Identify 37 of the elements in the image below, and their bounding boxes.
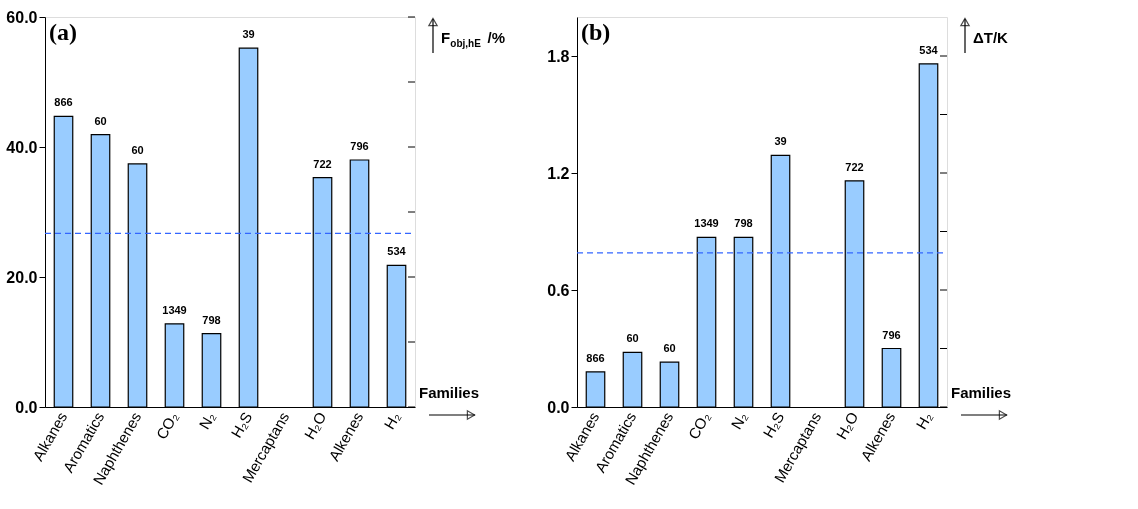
chart-title: (b)	[581, 19, 611, 45]
y-tick-label: 40.0	[6, 138, 38, 156]
chart-title: (a)	[49, 19, 77, 45]
x-axis-title: Families	[951, 384, 1012, 401]
y-axis-title: ΔT/K	[973, 29, 1009, 46]
annotation: 1349	[694, 217, 719, 230]
y-tick-label: 60.0	[6, 8, 38, 26]
x-axis-title: Families	[419, 384, 480, 401]
annotation: 798	[734, 217, 753, 230]
y-tick-label: 0.6	[547, 281, 570, 299]
x-tick-label: CO₂	[152, 408, 182, 443]
y-tick-label: 1.8	[547, 47, 570, 65]
annotation: 39	[774, 135, 787, 148]
x-tick-label: N₂	[727, 408, 751, 432]
annotation: 534	[919, 43, 939, 56]
annotation: 798	[202, 313, 221, 326]
annotation: 796	[882, 328, 901, 341]
annotation: 1349	[162, 303, 187, 316]
annotation: 796	[350, 140, 369, 152]
x-tick-label: H₂	[380, 408, 404, 432]
annotation: 722	[313, 157, 332, 170]
annotation: 39	[242, 28, 255, 41]
annotation: 60	[94, 114, 107, 127]
y-tick-label: 0.0	[547, 398, 570, 416]
y-tick-label: 20.0	[6, 268, 38, 286]
x-tick-label: H₂	[912, 408, 936, 432]
annotation: 866	[586, 351, 605, 364]
annotation: 60	[131, 143, 144, 156]
x-tick-label: N₂	[195, 408, 219, 432]
y-tick-label: 1.2	[547, 164, 570, 182]
annotation: 534	[387, 245, 407, 258]
annotation: 60	[663, 342, 676, 355]
annotation: 60	[626, 332, 639, 345]
x-tick-label: CO₂	[684, 408, 714, 443]
y-tick-label: 0.0	[15, 398, 38, 416]
annotation: 866	[54, 96, 73, 109]
annotation: 722	[845, 160, 864, 173]
